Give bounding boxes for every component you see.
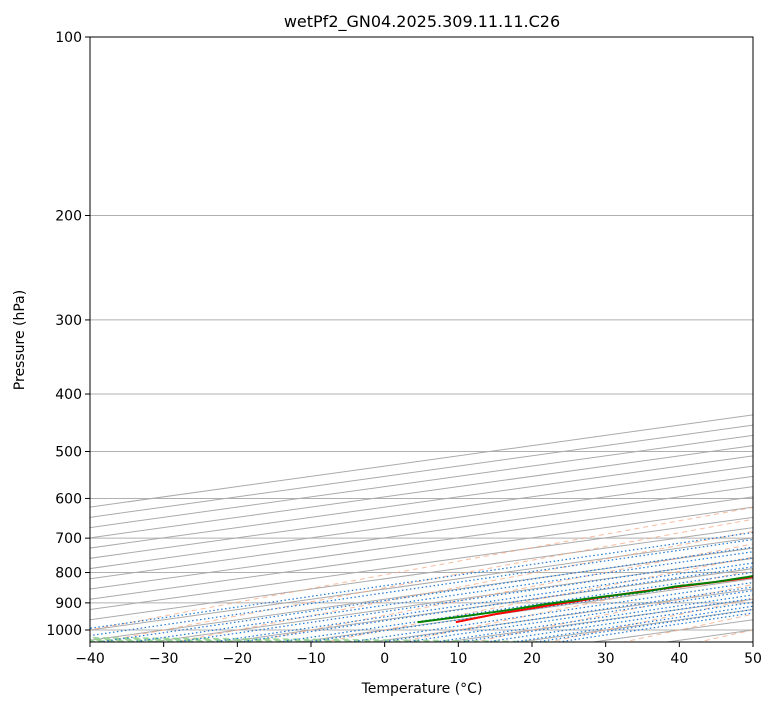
dry-adiabat-line <box>472 583 753 642</box>
isotherm-line <box>90 475 753 570</box>
y-tick-label: 500 <box>55 444 82 460</box>
mixing-ratio-line <box>377 586 753 642</box>
y-tick-label: 400 <box>55 387 82 403</box>
x-tick-label: 40 <box>670 651 688 667</box>
background-lines <box>90 37 753 642</box>
mixing-ratio-line <box>95 546 753 642</box>
y-tick-label: 700 <box>55 531 82 547</box>
x-tick-label: −30 <box>149 651 179 667</box>
x-tick-label: 30 <box>597 651 615 667</box>
x-tick-label: 20 <box>523 651 541 667</box>
x-tick-label: −10 <box>296 651 326 667</box>
isotherm-line <box>90 537 753 631</box>
isotherm-line <box>90 506 753 600</box>
mixing-ratio-line <box>90 531 753 629</box>
x-tick-label: 0 <box>380 651 389 667</box>
mixing-ratio-line <box>401 589 753 642</box>
axes: −40 −30 −20 −10 0 10 20 30 40 50 100 200 300 400 500 60… <box>46 30 762 667</box>
isotherm-line <box>90 527 753 621</box>
isotherm-line <box>90 486 753 580</box>
dry-adiabat-line <box>90 506 753 631</box>
chart-title: wetPf2_GN04.2025.309.11.11.C26 <box>284 12 560 32</box>
y-axis-label: Pressure (hPa) <box>12 290 28 390</box>
isotherm-line <box>90 496 753 590</box>
isotherm-line <box>90 516 753 611</box>
y-tick-label: 800 <box>55 566 82 582</box>
y-tick-label: 1000 <box>46 623 82 639</box>
x-tick-label: 10 <box>449 651 467 667</box>
isotherm-line <box>90 465 753 559</box>
mixing-ratio-line <box>346 581 753 642</box>
x-axis-label: Temperature (°C) <box>361 681 483 697</box>
mixing-ratio-line <box>90 538 753 637</box>
y-tick-label: 600 <box>55 491 82 507</box>
dry-adiabat-line <box>397 569 753 642</box>
y-tick-label: 300 <box>55 313 82 329</box>
x-tick-label: 50 <box>744 651 762 667</box>
isotherm-line <box>90 455 753 549</box>
plot-frame <box>89 36 754 643</box>
mixing-ratio-line <box>431 594 753 642</box>
y-tick-label: 900 <box>55 596 82 612</box>
mixing-ratio-line <box>208 562 753 642</box>
dry-adiabat-line <box>98 518 753 642</box>
y-tick-label: 100 <box>55 30 82 46</box>
x-tick-label: −40 <box>75 651 105 667</box>
y-tick-label: 200 <box>55 209 82 225</box>
x-tick-label: −20 <box>223 651 253 667</box>
